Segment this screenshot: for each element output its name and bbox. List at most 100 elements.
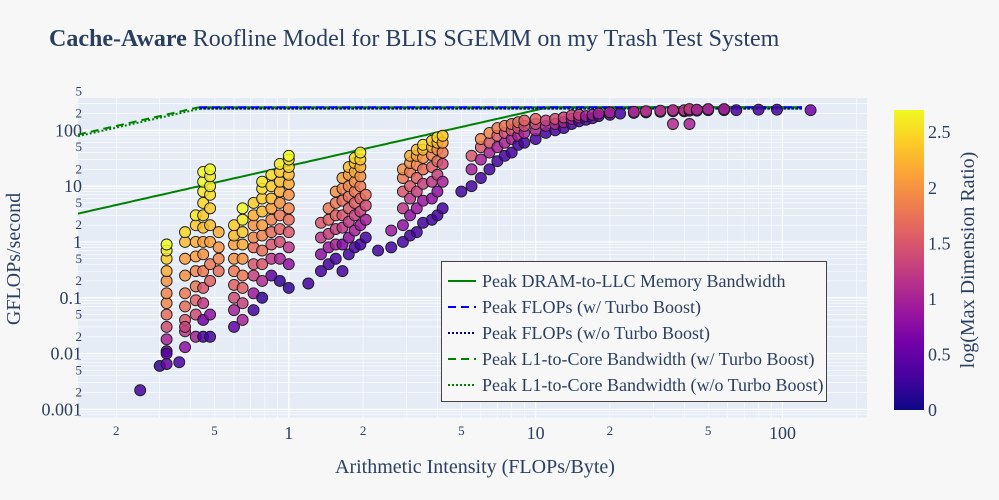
data-point	[256, 244, 269, 257]
data-point	[204, 202, 217, 215]
x-tick-label: 2	[607, 423, 614, 438]
data-point	[372, 244, 385, 257]
legend-item-peak-noturbo: Peak FLOPs (w/o Turbo Boost)	[448, 321, 710, 345]
chart-title: Cache-Aware Roofline Model for BLIS SGEM…	[49, 26, 779, 53]
x-tick-label: 5	[211, 423, 218, 438]
data-point	[212, 226, 225, 239]
x-tick-label: 1	[284, 423, 293, 443]
data-point	[529, 113, 542, 125]
data-point	[256, 275, 269, 287]
data-point	[273, 275, 286, 287]
data-point	[396, 202, 409, 215]
data-point	[614, 107, 627, 120]
data-point	[228, 219, 240, 232]
data-point	[236, 281, 249, 294]
data-point	[385, 241, 398, 254]
legend-label: Peak FLOPs (w/o Turbo Boost)	[482, 322, 711, 343]
colorbar-tick-label: 1.5	[928, 233, 951, 253]
data-point	[204, 258, 217, 271]
data-point	[385, 224, 398, 237]
colorbar-tick-label: 0	[928, 400, 937, 420]
y-tick-label: 2	[76, 106, 83, 121]
legend-swatch-peak-turbo	[448, 306, 476, 308]
legend-swatch-peak-noturbo	[448, 332, 476, 334]
data-point	[592, 107, 605, 120]
y-tick-label: 1	[73, 232, 82, 252]
data-point	[212, 252, 225, 265]
data-point	[179, 226, 191, 239]
data-point	[204, 163, 217, 176]
data-point	[212, 241, 225, 254]
data-point	[160, 275, 173, 287]
legend-label: Peak FLOPs (w/ Turbo Boost)	[482, 296, 702, 317]
data-point	[265, 269, 278, 282]
data-point	[396, 219, 409, 232]
legend-item-dram: Peak DRAM-to-LLC Memory Bandwidth	[448, 269, 785, 293]
data-point	[640, 105, 652, 118]
legend-swatch-l1-noturbo	[448, 384, 476, 386]
y-tick-label: 0.1	[60, 288, 83, 308]
data-point	[160, 297, 173, 310]
data-point	[282, 258, 295, 271]
y-tick-label: 5	[76, 362, 83, 377]
y-axis-label: GFLOPs/second	[3, 193, 25, 325]
data-point	[410, 226, 423, 239]
x-tick-label: 10	[527, 423, 545, 443]
data-point	[160, 320, 173, 333]
legend-swatch-dram	[448, 280, 476, 282]
data-point	[436, 202, 449, 215]
data-point	[179, 320, 191, 333]
data-point	[436, 157, 449, 170]
colorbar-tick-label: 2	[928, 178, 937, 198]
x-axis-label: Arithmetic Intensity (FLOPs/Byte)	[335, 456, 615, 478]
data-point	[483, 163, 496, 176]
y-tick-label: 5	[76, 307, 83, 322]
data-point	[474, 172, 487, 184]
legend-item-l1-turbo: Peak L1-to-Core Bandwidth (w/ Turbo Boos…	[448, 347, 815, 371]
data-point	[666, 118, 679, 130]
y-tick-label: 10	[64, 176, 82, 196]
data-point	[197, 297, 210, 310]
data-point	[436, 146, 449, 159]
data-point	[282, 188, 295, 201]
y-tick-label: 2	[76, 329, 83, 344]
data-point	[236, 213, 249, 226]
x-tick-label: 2	[360, 423, 367, 438]
data-point	[336, 265, 349, 278]
y-tick-label: 2	[76, 217, 83, 232]
data-point	[204, 330, 217, 343]
data-point	[302, 277, 315, 290]
data-point	[236, 226, 249, 239]
data-point	[654, 104, 667, 117]
data-point	[247, 304, 260, 317]
data-point	[359, 188, 372, 201]
data-point	[465, 163, 478, 176]
data-point	[179, 341, 191, 354]
y-tick-label: 2	[76, 161, 83, 176]
data-point	[179, 287, 191, 300]
data-point	[160, 358, 173, 370]
legend-label: Peak L1-to-Core Bandwidth (w/ Turbo Boos…	[482, 348, 815, 369]
data-point	[359, 213, 372, 226]
legend-item-peak-turbo: Peak FLOPs (w/ Turbo Boost)	[448, 295, 701, 319]
data-point	[282, 241, 295, 254]
data-point	[666, 104, 679, 117]
y-tick-label: 5	[76, 83, 83, 98]
data-point	[228, 304, 240, 317]
y-tick-label: 2	[76, 273, 83, 288]
data-point	[474, 153, 487, 166]
data-point	[436, 129, 449, 142]
legend: Peak DRAM-to-LLC Memory Bandwidth Peak F…	[441, 261, 827, 402]
x-tick-label: 5	[458, 423, 465, 438]
data-point	[236, 202, 249, 215]
data-point	[228, 320, 240, 333]
data-point	[197, 248, 210, 261]
data-points	[134, 103, 817, 397]
data-point	[256, 291, 269, 304]
data-point	[204, 219, 217, 232]
data-point	[718, 103, 731, 116]
data-point	[804, 104, 817, 117]
data-point	[518, 114, 531, 127]
data-point	[160, 347, 173, 360]
